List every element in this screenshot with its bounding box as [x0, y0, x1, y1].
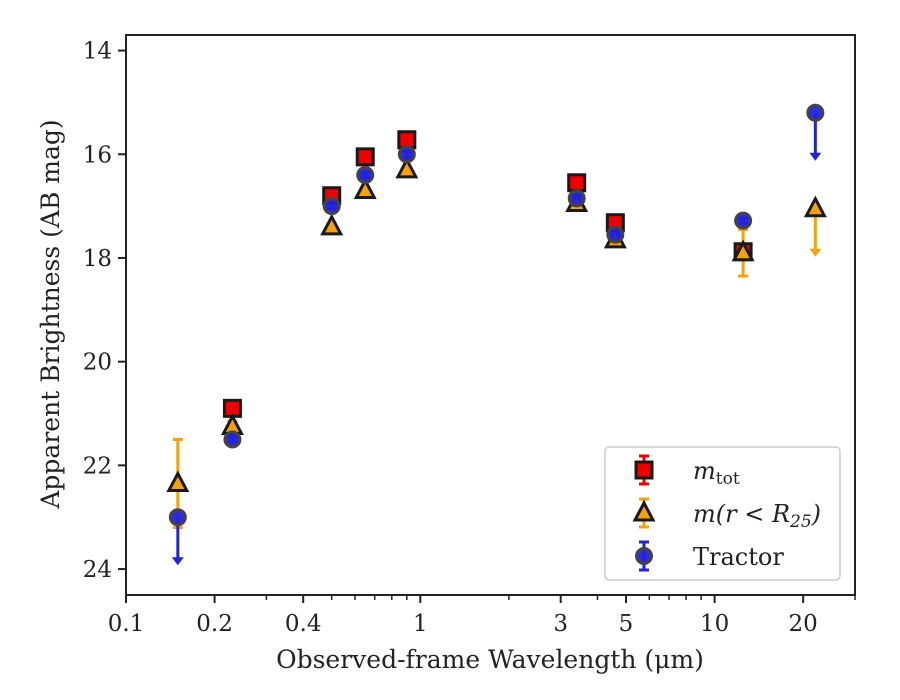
m-r25-point	[395, 156, 419, 179]
tractor-point	[322, 197, 341, 216]
markers-layer	[166, 103, 827, 527]
legend-marker	[634, 460, 654, 480]
x-tick-label: 0.2	[196, 611, 233, 637]
tractor-point	[168, 508, 187, 527]
x-tick-label: 20	[789, 611, 818, 637]
tractor-point	[567, 189, 586, 208]
y-tick-label: 18	[83, 246, 112, 272]
y-tick-label: 14	[83, 39, 112, 65]
x-tick-label: 0.1	[108, 611, 145, 637]
upper-limit-arrowhead	[809, 152, 822, 161]
y-tick-label: 20	[83, 350, 112, 376]
tractor-point	[734, 211, 753, 230]
m-r25-point	[803, 195, 827, 218]
plot-frame	[125, 34, 856, 596]
tractor-point	[606, 225, 625, 244]
x-tick-label: 5	[619, 611, 634, 637]
y-tick-label: 24	[83, 557, 112, 583]
legend-label: Tractor	[693, 543, 784, 571]
tractor-point	[397, 145, 416, 164]
legend-marker	[635, 547, 653, 565]
m-r25-point	[731, 239, 755, 262]
x-tick-label: 10	[700, 611, 729, 637]
x-axis-label: Observed-frame Wavelength (μm)	[276, 645, 704, 674]
legend: mtot m(r < R25) Tractor	[604, 446, 841, 581]
axes-layer: 0.1 0.2 0.4 1 3 5 10 20 14 16 18 20 22 24	[83, 34, 856, 637]
legend-box	[604, 446, 841, 581]
m-r25-point	[320, 213, 344, 236]
tractor-point	[356, 166, 375, 184]
x-tick-label: 0.4	[285, 611, 322, 637]
m-r25-point	[353, 177, 377, 200]
legend-label: m(r < R25)	[693, 500, 821, 532]
x-tick-label: 3	[553, 611, 568, 637]
tractor-point	[806, 103, 825, 122]
legend-marker	[632, 499, 656, 522]
y-tick-label: 16	[83, 142, 112, 168]
x-tick-label: 1	[413, 611, 428, 637]
y-axis-label: Apparent Brightness (AB mag)	[36, 119, 65, 509]
m-r25-point	[166, 470, 190, 493]
y-tick-label: 22	[83, 453, 112, 479]
tractor-point	[223, 430, 242, 449]
m-tot-point	[567, 173, 587, 193]
legend-label: mtot	[693, 457, 740, 489]
upper-limit-arrowhead	[171, 557, 184, 566]
upper-limit-arrowhead	[809, 248, 822, 257]
m-tot-point	[355, 147, 375, 167]
